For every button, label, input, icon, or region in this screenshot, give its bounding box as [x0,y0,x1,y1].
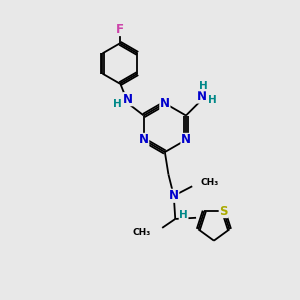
Text: H: H [208,95,217,105]
Text: H: H [199,81,207,91]
Text: N: N [139,134,149,146]
Text: N: N [169,189,179,202]
Text: S: S [219,205,228,218]
Text: N: N [160,97,170,110]
Text: N: N [123,93,133,106]
Text: F: F [116,22,124,35]
Text: CH₃: CH₃ [132,228,150,237]
Text: H: H [112,99,122,109]
Text: H: H [179,210,188,220]
Text: N: N [196,90,206,103]
Text: CH₃: CH₃ [200,178,219,187]
Text: N: N [181,134,191,146]
